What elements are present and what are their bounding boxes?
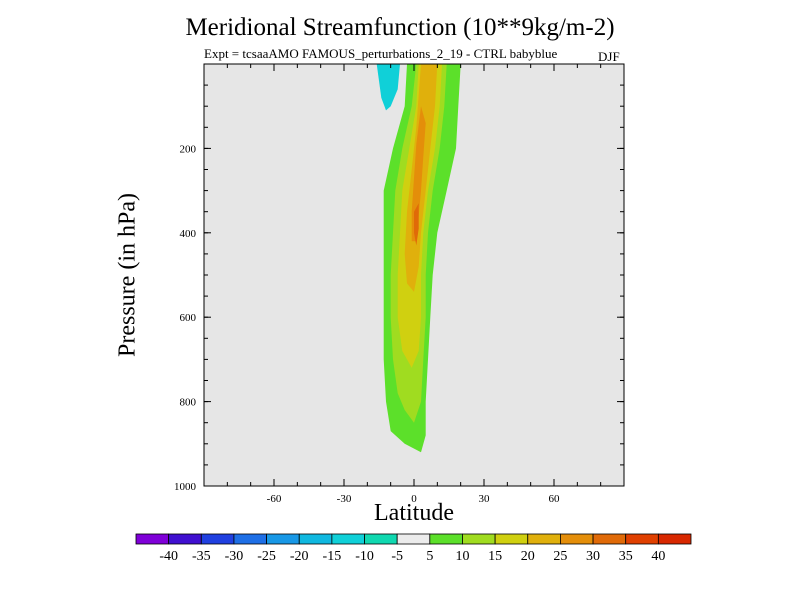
colorbar-label: 40: [651, 549, 665, 564]
colorbar-swatch: [527, 533, 561, 545]
colorbar-swatch: [364, 533, 398, 545]
colorbar-label: 10: [455, 549, 469, 564]
x-tick-label: -30: [337, 493, 352, 505]
colorbar-swatch: [168, 533, 202, 545]
colorbar-label: -40: [159, 549, 178, 564]
colorbar-label: 30: [586, 549, 600, 564]
x-tick-label: 60: [549, 493, 561, 505]
contour-region-25: [411, 106, 426, 242]
x-tick-label: -60: [267, 493, 282, 505]
y-axis-ticks: 200 400 600 800 1000: [174, 143, 624, 493]
colorbar-swatch: [592, 533, 627, 545]
y-tick-label: 800: [180, 397, 197, 409]
colorbar-label: -5: [391, 549, 403, 564]
colorbar-label: 25: [553, 549, 567, 564]
colorbar-swatch: [233, 533, 267, 545]
x-axis-label: Latitude: [374, 500, 454, 526]
chart-title: Meridional Streamfunction (10**9kg/m-2): [185, 14, 615, 41]
colorbar-label: 5: [426, 549, 433, 564]
colorbar-label: -25: [257, 549, 276, 564]
y-tick-label: 200: [180, 143, 197, 155]
season-label: DJF: [598, 49, 620, 64]
colorbar: -40 -35 -30 -25 -20 -15 -10 -5 5 10 15 20 25 30 35 40: [135, 533, 692, 564]
x-axis-ticks: -60 -30 0 30 60: [267, 64, 560, 505]
colorbar-label: -10: [355, 549, 374, 564]
chart-subtitle: Expt = tcsaaAMO FAMOUS_perturbations_2_1…: [204, 46, 558, 61]
colorbar-swatch: [429, 533, 463, 545]
contour-fills: [376, 64, 461, 453]
contour-region-30: [414, 203, 419, 246]
colorbar-swatch: [625, 533, 659, 545]
contour-region-neg10: [376, 64, 400, 111]
colorbar-label: 20: [521, 549, 535, 564]
colorbar-label: -20: [290, 549, 309, 564]
y-tick-label: 400: [180, 228, 197, 240]
x-tick-label: 30: [479, 493, 491, 505]
colorbar-swatch: [298, 533, 333, 545]
plot-frame: [203, 63, 625, 487]
y-tick-label: 1000: [174, 481, 197, 493]
x-tick-label: 0: [411, 493, 417, 505]
colorbar-swatch: [266, 533, 300, 545]
colorbar-swatch: [331, 533, 365, 545]
colorbar-label: 35: [619, 549, 633, 564]
colorbar-label: -15: [323, 549, 342, 564]
colorbar-swatch: [135, 533, 170, 545]
colorbar-swatch: [462, 533, 496, 545]
colorbar-swatch: [560, 533, 594, 545]
colorbar-swatch: [657, 533, 692, 545]
colorbar-label: 15: [488, 549, 502, 564]
colorbar-label: -35: [192, 549, 211, 564]
colorbar-swatch: [200, 533, 235, 545]
colorbar-label: -30: [225, 549, 244, 564]
colorbar-swatch: [396, 533, 431, 545]
colorbar-swatch: [494, 533, 529, 545]
y-tick-label: 600: [180, 312, 197, 324]
